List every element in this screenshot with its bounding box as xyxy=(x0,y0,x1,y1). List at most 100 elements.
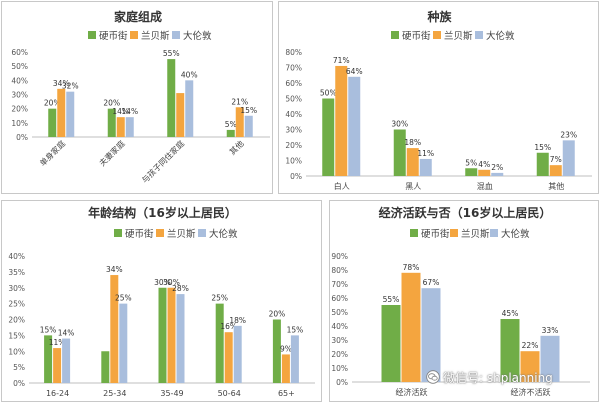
y-tick-label: 40% xyxy=(11,76,28,85)
data-label: 23% xyxy=(560,130,577,139)
bar xyxy=(322,98,335,176)
legend-label: 硬币街 xyxy=(125,228,154,240)
y-tick-label: 10% xyxy=(11,119,28,128)
data-label: 45% xyxy=(502,309,519,318)
bar xyxy=(125,117,134,137)
data-label: 15% xyxy=(240,106,257,115)
legend-swatch xyxy=(475,31,483,39)
x-tick-label: 单身家庭 xyxy=(37,138,67,168)
chart-age-structure: 年龄结构（16岁以上居民） 硬币街 兰贝斯 大伦敦 0% 5% 10% 15% 20% 25% 30… xyxy=(1,200,322,402)
bar xyxy=(215,303,224,383)
data-label: 21% xyxy=(231,97,248,106)
x-tick-label: 35-49 xyxy=(160,389,183,398)
data-label: 30% xyxy=(154,278,171,287)
bar xyxy=(348,76,361,176)
data-label: 20% xyxy=(269,310,286,319)
x-tick-label: 与孩子同住家庭 xyxy=(139,138,186,185)
chart-economic-activity: 经济活跃与否（16岁以上居民） 硬币街 兰贝斯 大伦敦 0% 10% 20% 30% 40% 50… xyxy=(329,200,599,402)
x-tick-label: 16-24 xyxy=(46,389,69,398)
bar xyxy=(536,152,549,176)
y-tick-label: 80% xyxy=(285,48,302,57)
chart-household-composition: 家庭组成 硬币街 兰贝斯 大伦敦 0% 10% 20% 30% 40% 50% 60% 20% 34% 3… xyxy=(1,1,273,194)
legend-label: 大伦敦 xyxy=(209,228,238,240)
legend-label: 大伦敦 xyxy=(486,30,515,42)
x-tick-label: 65+ xyxy=(278,389,295,398)
data-label: 32% xyxy=(62,82,79,91)
data-label: 16% xyxy=(220,322,237,331)
data-label: 18% xyxy=(404,138,421,147)
data-label: 55% xyxy=(383,295,400,304)
bar xyxy=(562,140,575,176)
data-label: 22% xyxy=(522,341,539,350)
data-label: 30% xyxy=(391,120,408,129)
bar xyxy=(44,335,53,383)
bar xyxy=(226,129,235,137)
legend-swatch xyxy=(490,229,498,237)
bar xyxy=(393,129,406,176)
x-tick-label: 其他 xyxy=(227,138,245,156)
data-label: 14% xyxy=(112,107,129,116)
data-label: 34% xyxy=(53,79,70,88)
legend-swatch xyxy=(450,229,458,237)
bar xyxy=(176,93,185,137)
data-label: 33% xyxy=(542,326,559,335)
bar xyxy=(465,168,478,176)
data-label: 30% xyxy=(163,278,180,287)
legend-label: 兰贝斯 xyxy=(167,228,196,240)
y-tick-label: 40% xyxy=(285,110,302,119)
data-label: 34% xyxy=(106,265,123,274)
bar xyxy=(176,294,185,383)
chart-svg: 年龄结构（16岁以上居民）硬币街 兰贝斯 大伦敦0%5%10%15%20%25%30… xyxy=(8,205,315,398)
data-label: 15% xyxy=(534,143,551,152)
y-tick-label: 50% xyxy=(285,95,302,104)
bar xyxy=(290,335,299,383)
legend-swatch xyxy=(410,229,418,237)
y-tick-label: 25% xyxy=(8,300,25,309)
legend-label: 大伦敦 xyxy=(501,228,530,240)
legend-swatch xyxy=(198,229,206,237)
bar xyxy=(57,88,66,137)
x-tick-label: 25-34 xyxy=(103,389,126,398)
data-label: 14% xyxy=(121,107,138,116)
data-label: 55% xyxy=(163,49,180,58)
bar xyxy=(381,305,401,382)
legend-swatch xyxy=(433,31,441,39)
bar xyxy=(53,348,62,383)
y-tick-label: 30% xyxy=(285,126,302,135)
bar xyxy=(101,351,110,383)
legend-label: 兰贝斯 xyxy=(444,30,473,42)
y-tick-label: 40% xyxy=(8,252,25,261)
legend-swatch xyxy=(130,31,138,39)
x-tick-label: 经济不活跃 xyxy=(511,387,551,397)
legend-swatch xyxy=(156,229,164,237)
y-tick-label: 35% xyxy=(8,268,25,277)
x-tick-label: 白人 xyxy=(334,181,350,191)
chart-title: 种族 xyxy=(426,9,452,24)
bar xyxy=(224,332,233,383)
y-tick-label: 20% xyxy=(285,141,302,150)
data-label: 64% xyxy=(346,67,363,76)
bar xyxy=(167,287,176,383)
bar xyxy=(119,303,128,383)
y-tick-label: 30% xyxy=(331,336,348,345)
watermark: 微信号: shplanning xyxy=(426,369,553,385)
bar xyxy=(235,107,244,137)
bar xyxy=(233,325,242,383)
bar xyxy=(62,338,71,383)
x-tick-label: 混血 xyxy=(477,181,493,191)
y-tick-label: 60% xyxy=(331,294,348,303)
y-tick-label: 10% xyxy=(285,157,302,166)
bar xyxy=(401,272,421,382)
data-label: 15% xyxy=(287,325,304,334)
bar xyxy=(116,117,125,137)
bar xyxy=(110,275,119,383)
data-label: 15% xyxy=(40,325,57,334)
bar xyxy=(66,91,75,137)
chart-title: 经济活跃与否（16岁以上居民） xyxy=(379,205,552,220)
bar xyxy=(244,115,253,137)
legend-label: 硬币街 xyxy=(421,228,450,240)
bar xyxy=(549,165,562,176)
data-label: 25% xyxy=(115,294,132,303)
